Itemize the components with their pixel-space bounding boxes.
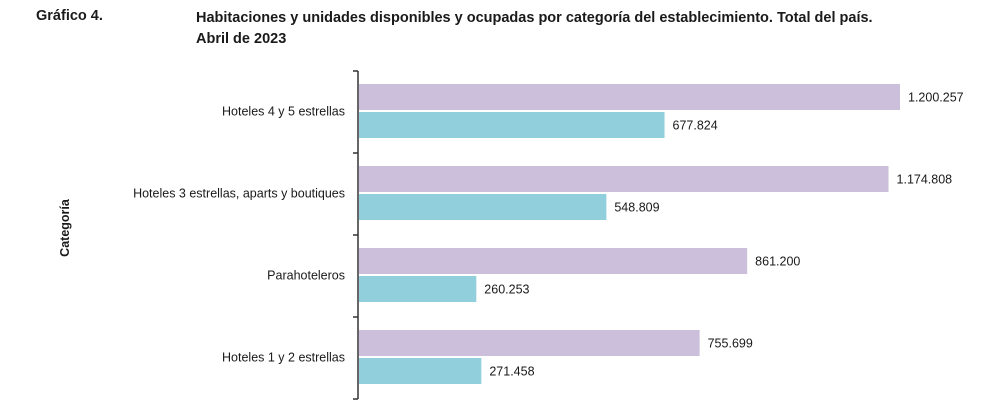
- data-label-series2-0: 677.824: [673, 119, 718, 133]
- chart-title-line-1: Habitaciones y unidades disponibles y oc…: [196, 10, 873, 26]
- y-axis-ticks: [353, 70, 358, 400]
- category-label-0: Hoteles 4 y 5 estrellas: [222, 105, 345, 119]
- data-label-series2-2: 260.253: [484, 283, 529, 297]
- data-label-series1-0: 1.200.257: [908, 91, 964, 105]
- category-label-2: Parahoteleros: [267, 269, 345, 283]
- data-label-series1-2: 861.200: [755, 255, 800, 269]
- bar-series1-3: [359, 330, 700, 356]
- figure-label: Gráfico 4.: [36, 8, 103, 24]
- bar-series2-2: [359, 276, 477, 302]
- y-axis-title: Categoría: [58, 198, 72, 257]
- category-label-3: Hoteles 1 y 2 estrellas: [222, 351, 345, 365]
- chart-title: Habitaciones y unidades disponibles y oc…: [196, 8, 873, 50]
- chart-title-line-2: Abril de 2023: [196, 31, 287, 47]
- bar-series1-1: [359, 166, 889, 192]
- bar-series1-0: [359, 84, 900, 110]
- bar-series2-1: [359, 194, 607, 220]
- bars-group: 1.200.257 677.824 1.174.808 548.809 861.200 2…: [359, 84, 964, 384]
- bar-series2-0: [359, 112, 665, 138]
- data-label-series1-3: 755.699: [708, 337, 753, 351]
- category-label-1: Hoteles 3 estrellas, aparts y boutiques: [133, 187, 345, 201]
- category-labels: Hoteles 4 y 5 estrellas Hoteles 3 estrell…: [133, 105, 345, 365]
- data-label-series2-1: 548.809: [614, 201, 659, 215]
- bar-series1-2: [359, 248, 748, 274]
- data-label-series2-3: 271.458: [489, 365, 534, 379]
- bar-series2-3: [359, 358, 482, 384]
- data-label-series1-1: 1.174.808: [897, 173, 953, 187]
